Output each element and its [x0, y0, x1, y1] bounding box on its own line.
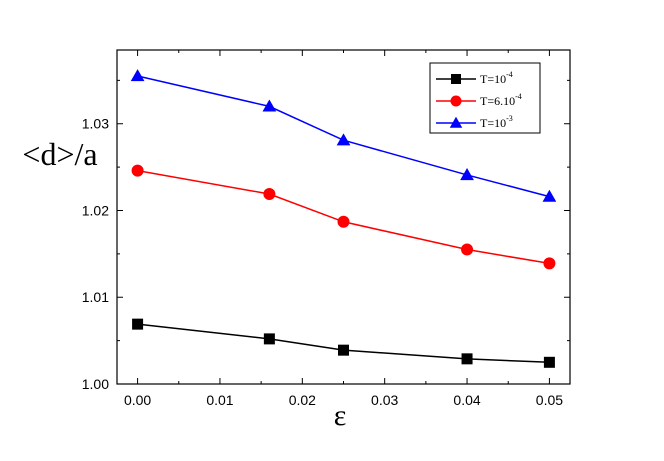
data-point [338, 344, 349, 356]
data-point [543, 356, 555, 368]
legend-item: T=10-3 [436, 114, 513, 130]
data-point [542, 189, 557, 202]
legend-item: T=10-4 [436, 70, 513, 86]
legend-label: T=10-4 [480, 70, 513, 86]
data-point [263, 188, 276, 201]
data-point [543, 257, 556, 270]
data-point [450, 95, 462, 107]
data-point [337, 215, 350, 228]
x-axis-label: ε [334, 399, 347, 432]
y-tick-label: 1.01 [82, 289, 109, 305]
y-tick-label: 1.02 [82, 202, 109, 218]
y-tick-label: 1.00 [82, 376, 109, 392]
series [131, 164, 556, 270]
y-axis-label: <d>/a [22, 136, 97, 172]
data-point [461, 243, 474, 256]
data-point [451, 74, 461, 84]
data-point [460, 168, 474, 181]
series-line [137, 323, 550, 364]
series [132, 318, 555, 368]
x-tick-label: 0.01 [206, 392, 233, 408]
data-point [461, 353, 473, 365]
legend-label: T=10-3 [480, 114, 513, 130]
data-point [132, 318, 144, 330]
x-tick-label: 0.00 [124, 392, 151, 408]
x-tick-label: 0.04 [453, 392, 480, 408]
x-tick-label: 0.03 [371, 392, 398, 408]
data-point [130, 69, 145, 82]
legend-item: T=6.10-4 [436, 92, 522, 108]
y-tick-label: 1.03 [82, 116, 109, 132]
series [130, 69, 557, 202]
legend-label: T=6.10-4 [480, 92, 522, 108]
data-point [263, 333, 275, 345]
legend: T=10-4 T=6.10-4 T=10-3 [429, 62, 541, 134]
data-point [262, 99, 277, 112]
data-point [449, 116, 463, 128]
legend-box [429, 62, 541, 134]
data-point [131, 164, 144, 177]
x-tick-label: 0.05 [536, 392, 563, 408]
x-tick-label: 0.02 [289, 392, 316, 408]
data-point [336, 133, 351, 146]
